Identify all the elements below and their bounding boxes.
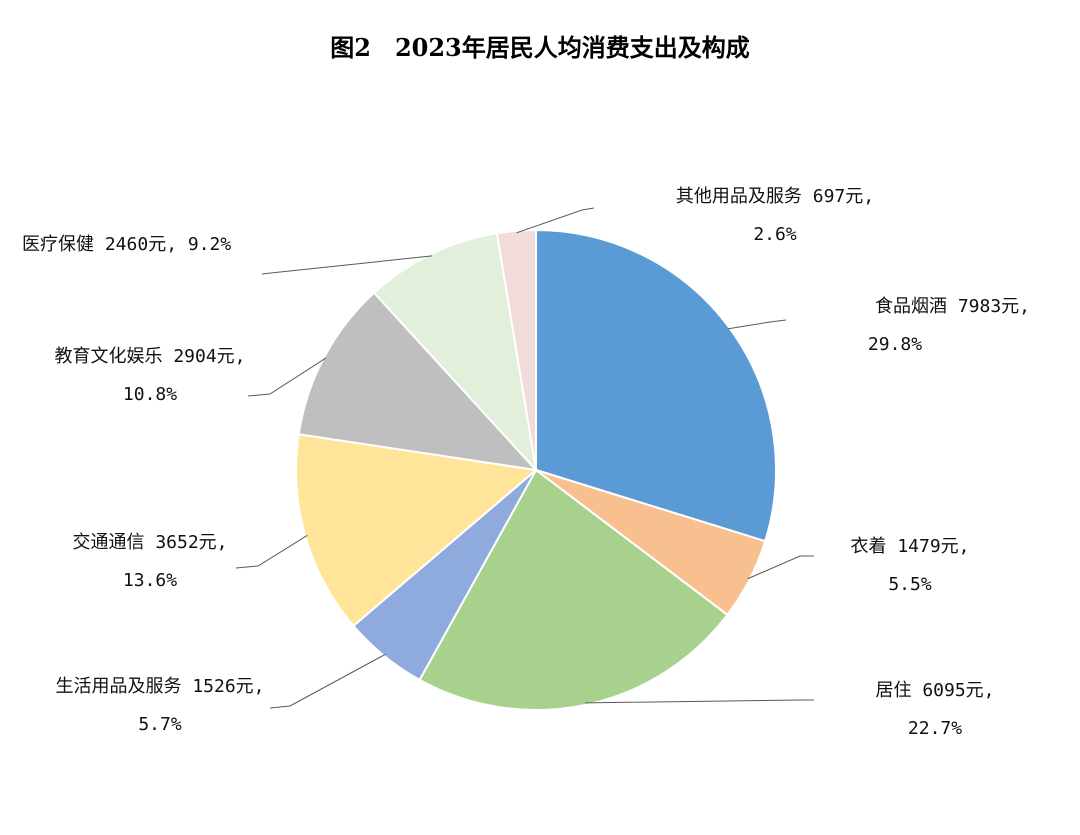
- label-medical-name: 医疗保健: [22, 234, 94, 255]
- pie-slice-transport: [295, 433, 539, 628]
- label-clothing-percent: 5.5%: [888, 574, 932, 595]
- leader-line-food: [727, 319, 787, 330]
- label-clothing-value: 1479元,: [897, 536, 970, 557]
- leader-line-education: [247, 357, 327, 397]
- label-education-value: 2904元,: [173, 346, 246, 367]
- label-household-percent: 5.7%: [138, 714, 182, 735]
- label-other-name: 其他用品及服务: [675, 186, 802, 207]
- chart-title: 图2 2023年居民人均消费支出及构成: [330, 33, 750, 62]
- pie-slice-other: [495, 228, 537, 471]
- label-medical: 医疗保健 2460元, 9.2%: [22, 226, 322, 264]
- label-other-percent: 2.6%: [753, 224, 797, 245]
- label-housing-name: 居住: [875, 680, 912, 701]
- label-education: 教育文化娱乐 2904元, 10.8%: [10, 338, 290, 414]
- leader-line-housing: [585, 699, 814, 704]
- label-education-name: 教育文化娱乐: [54, 346, 163, 367]
- label-clothing-name: 衣着: [850, 536, 887, 557]
- label-clothing: 衣着 1479元, 5.5%: [820, 528, 1000, 604]
- label-household-value: 1526元,: [192, 676, 265, 697]
- label-medical-value: 2460元, 9.2%: [104, 234, 232, 255]
- leader-line-medical: [261, 255, 433, 275]
- label-food-name: 食品烟酒: [874, 296, 947, 317]
- label-household-name: 生活用品及服务: [55, 676, 182, 697]
- label-other: 其他用品及服务 697元, 2.6%: [630, 178, 920, 254]
- label-food-percent: 29.8%: [867, 334, 923, 355]
- pie-slice-housing: [418, 468, 729, 711]
- label-other-value: 697元,: [812, 186, 875, 207]
- label-transport: 交通通信 3652元, 13.6%: [40, 524, 260, 600]
- leader-line-household: [269, 653, 386, 709]
- pie-slices: [295, 228, 777, 711]
- label-housing: 居住 6095元, 22.7%: [840, 672, 1030, 748]
- label-transport-name: 交通通信: [72, 532, 145, 553]
- label-housing-percent: 22.7%: [907, 718, 963, 739]
- pie-slice-education: [297, 291, 539, 472]
- label-food: 食品烟酒 7983元, 29.8%: [760, 288, 1030, 364]
- leader-line-clothing: [747, 555, 814, 580]
- pie-slice-medical: [372, 232, 538, 474]
- label-housing-value: 6095元,: [922, 680, 995, 701]
- label-education-percent: 10.8%: [122, 384, 178, 405]
- leader-lines: [235, 207, 814, 709]
- leader-line-transport: [235, 535, 308, 569]
- leader-line-other: [516, 207, 595, 234]
- pie-slice-food: [535, 228, 777, 543]
- label-transport-value: 3652元,: [155, 532, 228, 553]
- label-transport-percent: 13.6%: [122, 570, 178, 591]
- label-household: 生活用品及服务 1526元, 5.7%: [10, 668, 310, 744]
- label-food-value: 7983元,: [957, 296, 1030, 317]
